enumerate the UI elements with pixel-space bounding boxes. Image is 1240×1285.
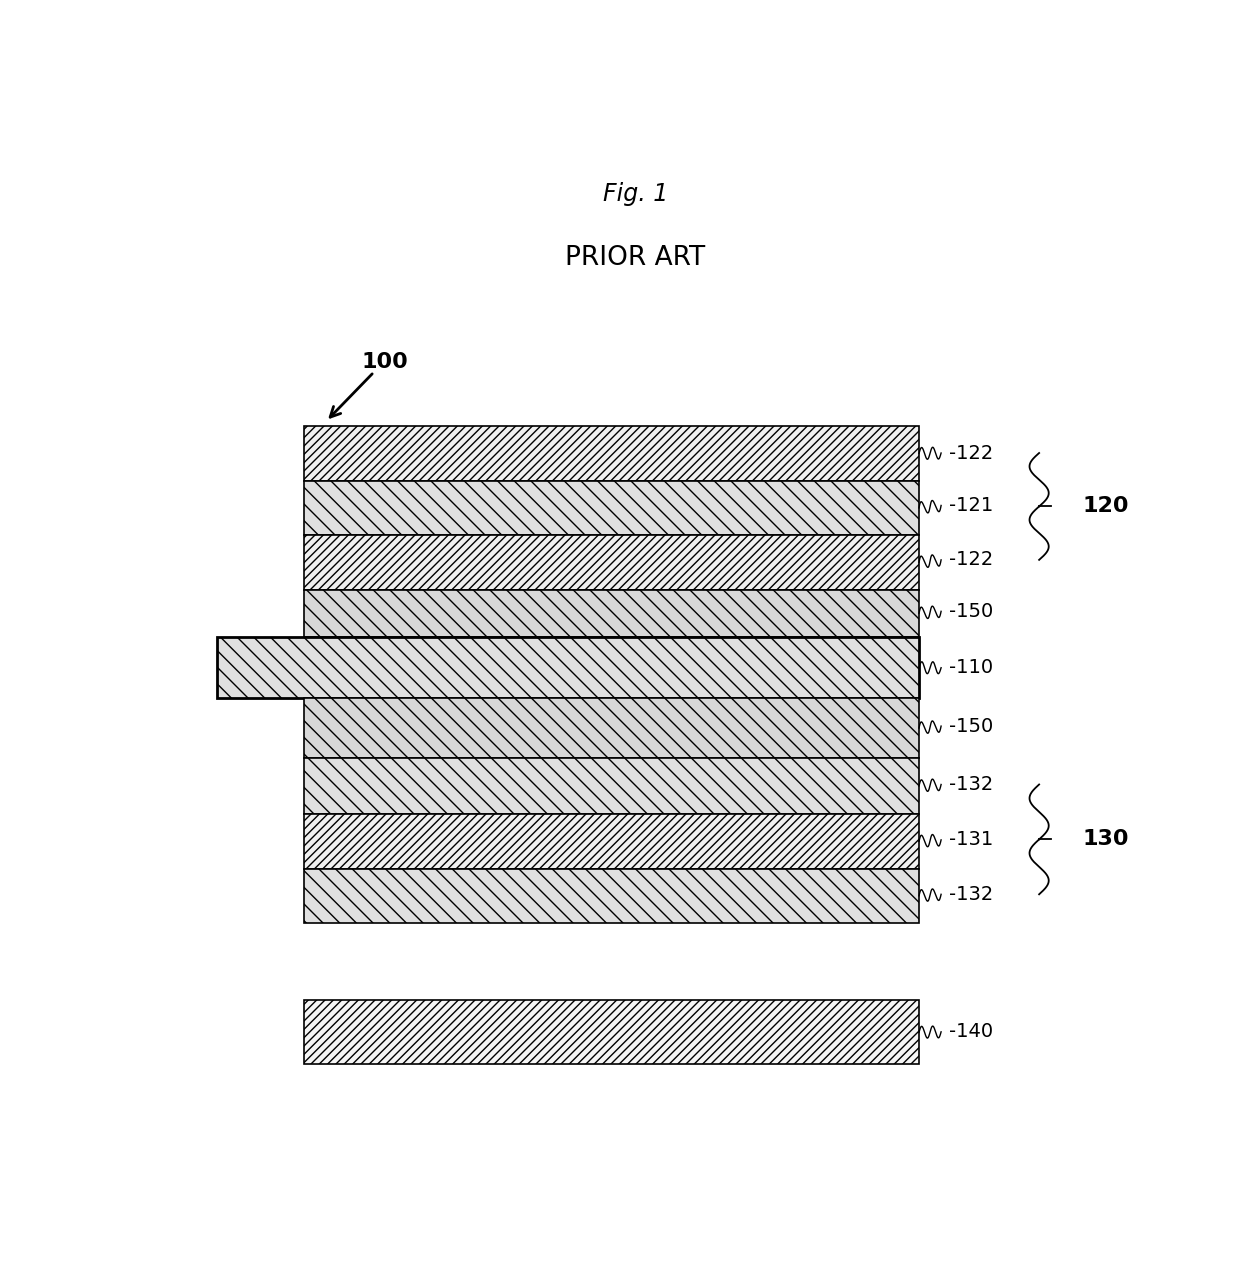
Text: -140: -140 [949,1023,993,1041]
Text: -122: -122 [949,443,993,463]
Bar [304,758,919,815]
Text: 100: 100 [362,352,408,371]
Text: -132: -132 [949,885,993,903]
Text: 120: 120 [1083,496,1128,517]
Bar [304,1000,919,1064]
Bar [304,481,919,535]
Text: Fig. 1: Fig. 1 [603,181,668,206]
Text: -132: -132 [949,775,993,794]
Text: -121: -121 [949,496,993,515]
Text: PRIOR ART: PRIOR ART [565,245,706,271]
Bar [304,699,919,758]
Text: -110: -110 [949,658,993,677]
Bar [304,427,919,481]
Text: -150: -150 [949,601,993,621]
Bar [304,535,919,590]
Bar [217,637,919,699]
Text: -150: -150 [949,717,993,735]
Bar [304,590,919,637]
Bar [304,815,919,869]
Text: 130: 130 [1083,829,1128,849]
Text: -122: -122 [949,550,993,569]
Text: -131: -131 [949,830,993,849]
Bar [304,869,919,923]
